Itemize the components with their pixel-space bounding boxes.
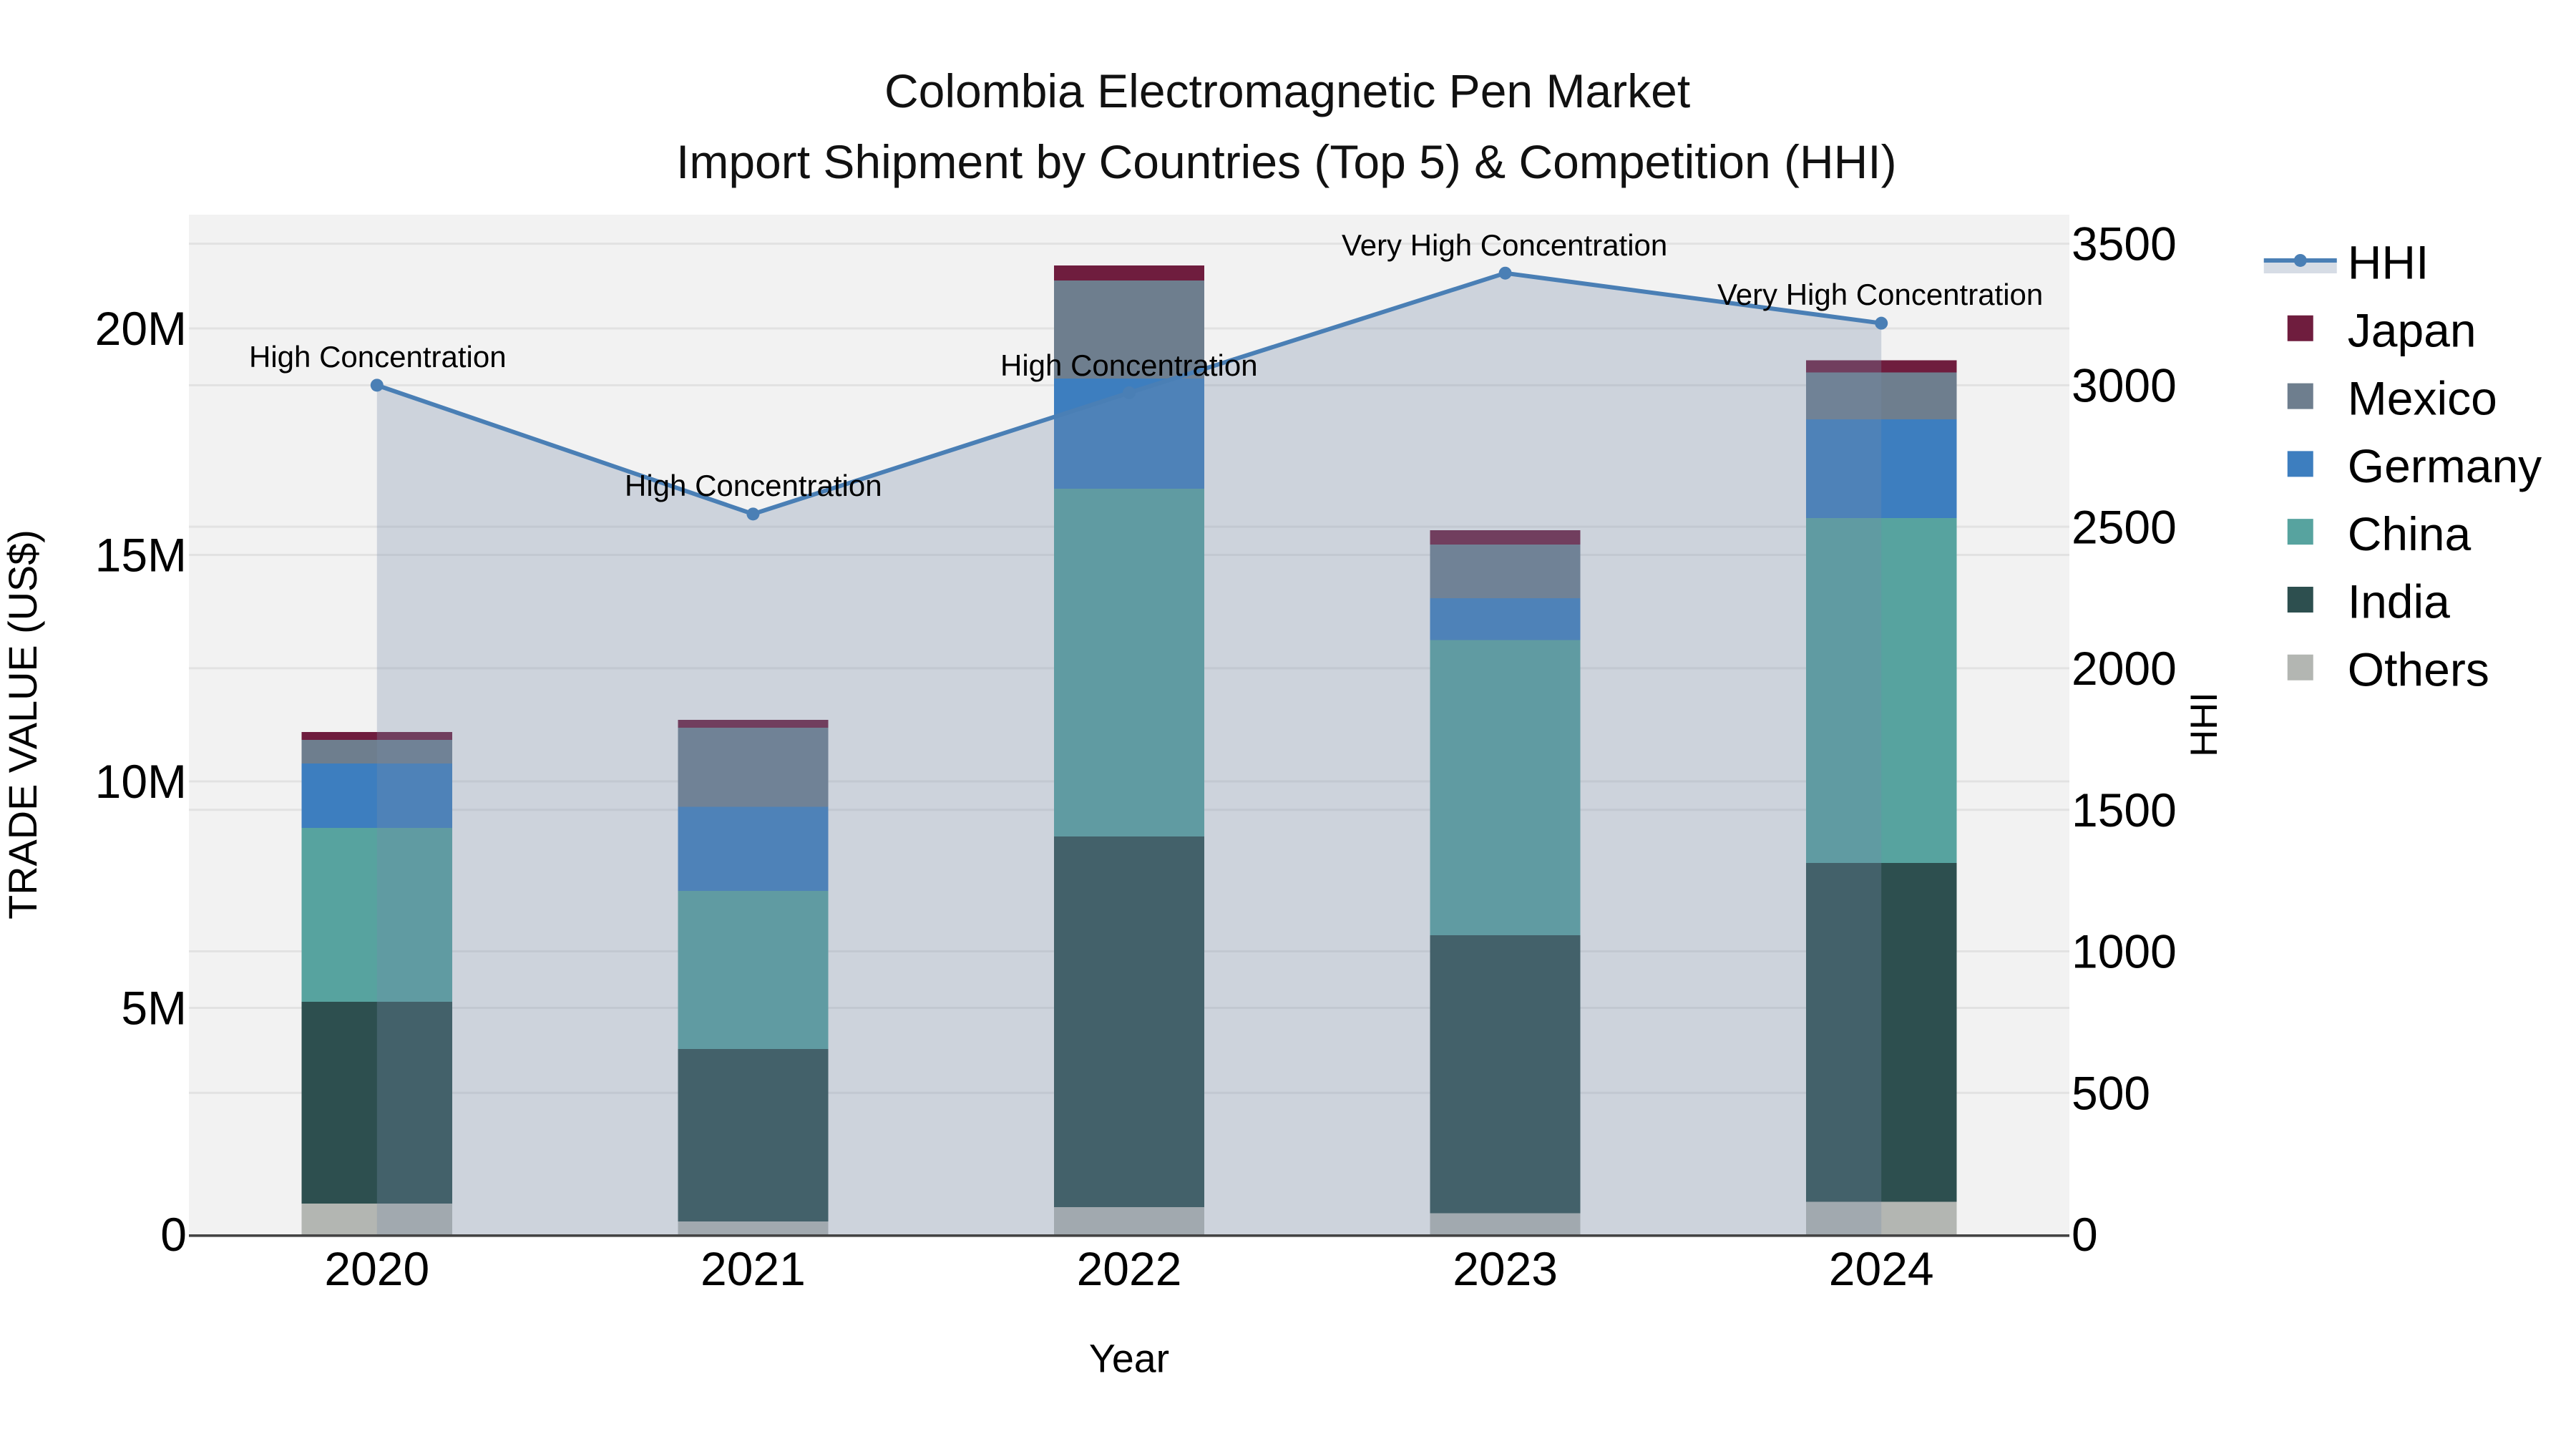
- svg-text:2500: 2500: [2072, 500, 2177, 553]
- svg-text:1000: 1000: [2072, 925, 2177, 978]
- svg-text:Colombia Electromagnetic Pen M: Colombia Electromagnetic Pen Market: [884, 64, 1690, 117]
- svg-text:High Concentration: High Concentration: [625, 469, 882, 502]
- svg-text:0: 0: [2072, 1208, 2098, 1261]
- svg-text:Year: Year: [1089, 1337, 1169, 1381]
- svg-text:Germany: Germany: [2348, 439, 2542, 492]
- svg-text:China: China: [2348, 507, 2472, 560]
- svg-text:HHI: HHI: [2183, 692, 2225, 756]
- svg-text:2023: 2023: [1453, 1242, 1558, 1295]
- svg-text:1500: 1500: [2072, 784, 2177, 836]
- svg-text:15M: 15M: [95, 529, 187, 582]
- svg-text:India: India: [2348, 575, 2450, 628]
- svg-text:Import Shipment by Countries (: Import Shipment by Countries (Top 5) & C…: [676, 135, 1897, 188]
- svg-text:3500: 3500: [2072, 218, 2177, 270]
- svg-text:2000: 2000: [2072, 642, 2177, 695]
- svg-text:TRADE VALUE (US$): TRADE VALUE (US$): [0, 530, 45, 919]
- svg-text:10M: 10M: [95, 755, 187, 808]
- svg-text:Very High Concentration: Very High Concentration: [1342, 228, 1667, 262]
- svg-text:High Concentration: High Concentration: [1000, 348, 1258, 382]
- svg-text:2024: 2024: [1829, 1242, 1934, 1295]
- svg-text:Very High Concentration: Very High Concentration: [1717, 278, 2043, 311]
- svg-text:20M: 20M: [95, 302, 187, 355]
- svg-text:2020: 2020: [324, 1242, 429, 1295]
- svg-text:2021: 2021: [701, 1242, 806, 1295]
- svg-text:Japan: Japan: [2348, 304, 2477, 357]
- svg-text:5M: 5M: [121, 982, 187, 1035]
- svg-text:2022: 2022: [1077, 1242, 1182, 1295]
- svg-text:High Concentration: High Concentration: [249, 340, 507, 374]
- svg-text:3000: 3000: [2072, 358, 2177, 411]
- svg-text:Others: Others: [2348, 643, 2489, 696]
- svg-text:HHI: HHI: [2348, 236, 2429, 289]
- svg-text:0: 0: [160, 1208, 187, 1261]
- svg-text:Mexico: Mexico: [2348, 371, 2497, 424]
- svg-text:500: 500: [2072, 1066, 2150, 1119]
